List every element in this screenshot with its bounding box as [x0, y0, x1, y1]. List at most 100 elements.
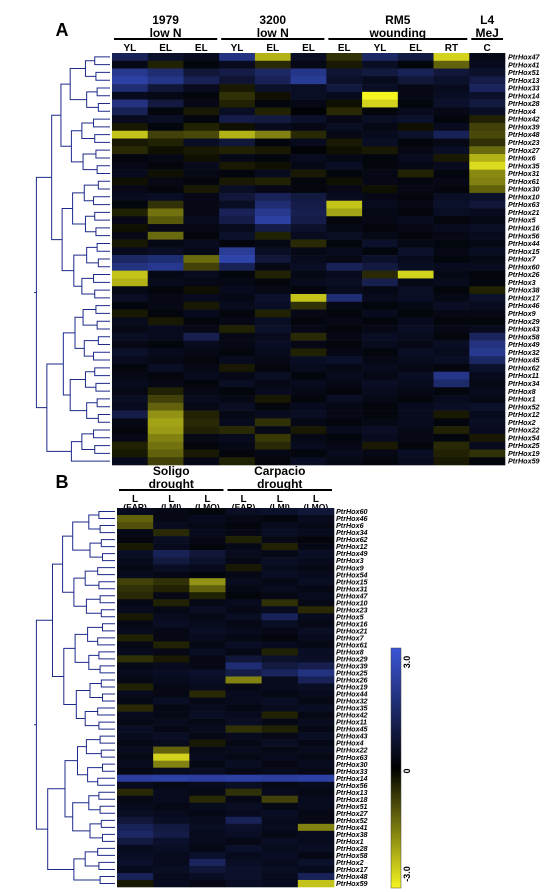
heatmap-cell: [297, 774, 335, 783]
heatmap-cell: [153, 767, 190, 776]
group-label: MeJ: [475, 26, 498, 40]
dendrogram-branch: [63, 647, 77, 706]
heatmap-cell: [469, 379, 506, 388]
heatmap-cell: [147, 457, 184, 466]
heatmap-cell: [326, 130, 363, 139]
heatmap-cell: [112, 262, 149, 271]
heatmap-cell: [254, 418, 291, 427]
dendrogram-branch: [98, 861, 115, 870]
heatmap-cell: [117, 641, 154, 649]
column-label: L: [168, 494, 174, 505]
heatmap-cell: [147, 115, 184, 124]
heatmap-cell: [254, 309, 291, 318]
heatmap-cell: [469, 387, 506, 396]
gene-label: PtrHox21: [336, 626, 368, 635]
heatmap-cell: [433, 91, 470, 100]
heatmap-cell: [362, 293, 399, 303]
dendrogram-branch: [73, 858, 101, 881]
heatmap-cell: [254, 247, 291, 256]
gene-label: PtrHox17: [508, 293, 541, 302]
heatmap-cell: [362, 169, 399, 178]
heatmap-cell: [254, 379, 291, 388]
dendrogram-branch: [64, 760, 78, 818]
heatmap-cell: [326, 84, 363, 93]
column-label: EL: [159, 43, 172, 54]
heatmap-cell: [183, 325, 220, 334]
heatmap-cell: [469, 224, 506, 233]
heatmap-cell: [147, 348, 184, 357]
heatmap-cell: [147, 68, 184, 77]
gene-label: PtrHox62: [508, 363, 540, 372]
heatmap-cell: [469, 410, 506, 419]
heatmap-cell: [397, 293, 434, 303]
heatmap-cell: [362, 138, 399, 147]
heatmap-cell: [297, 872, 335, 881]
dendrogram-branch: [51, 114, 63, 241]
heatmap-cell: [189, 564, 226, 572]
heatmap-cell: [433, 60, 470, 69]
heatmap-cell: [112, 441, 149, 450]
heatmap-cell: [254, 154, 291, 163]
heatmap-cell: [261, 522, 299, 530]
gene-label: PtrHox19: [336, 683, 368, 692]
gene-label: PtrHox34: [508, 379, 540, 388]
heatmap-cell: [433, 84, 470, 93]
gene-label: PtrHox11: [336, 718, 367, 727]
heatmap-cell: [362, 309, 399, 318]
heatmap-cell: [297, 739, 335, 747]
heatmap-cell: [219, 200, 256, 209]
heatmap-cell: [254, 449, 291, 458]
heatmap-cell: [147, 402, 184, 411]
heatmap-cell: [261, 627, 299, 635]
heatmap-cell: [254, 138, 291, 147]
heatmap-cell: [297, 725, 335, 733]
group-label: wounding: [368, 26, 426, 40]
gene-label: PtrHox7: [508, 255, 537, 264]
dendrogram-branch: [94, 289, 110, 299]
heatmap-cell: [189, 872, 226, 881]
heatmap-cell: [290, 84, 327, 93]
heatmap-cell: [117, 788, 154, 797]
heatmap-cell: [290, 278, 327, 287]
heatmap-cell: [153, 655, 190, 663]
gene-label: PtrHox18: [336, 795, 368, 804]
heatmap-cell: [469, 317, 506, 326]
heatmap-cell: [254, 387, 291, 396]
dendrogram-branch: [70, 130, 84, 163]
heatmap-cell: [362, 224, 399, 233]
heatmap-cell: [261, 837, 299, 846]
heatmap-cell: [225, 543, 262, 551]
gene-label: PtrHox34: [336, 528, 368, 537]
heatmap-cell: [326, 192, 363, 201]
gene-label: PtrHox2: [336, 858, 364, 867]
heatmap-cell: [189, 823, 226, 832]
heatmap-cell: [112, 185, 149, 194]
heatmap-cell: [297, 830, 335, 839]
heatmap-cell: [254, 293, 291, 303]
heatmap-cell: [112, 348, 149, 357]
heatmap-cell: [362, 231, 399, 240]
heatmap-cell: [290, 363, 327, 373]
heatmap-cell: [290, 332, 327, 341]
heatmap-cell: [362, 441, 399, 450]
heatmap-cell: [261, 683, 299, 691]
heatmap-cell: [362, 239, 399, 248]
gene-label: PtrHox49: [508, 340, 540, 349]
heatmap-cell: [183, 122, 220, 132]
heatmap-cell: [261, 865, 299, 874]
heatmap-cell: [261, 641, 299, 649]
heatmap-cell: [254, 99, 291, 108]
heatmap-cell: [397, 68, 434, 77]
gene-label: PtrHox27: [508, 146, 541, 155]
heatmap-cell: [189, 662, 226, 670]
heatmap-cell: [433, 457, 470, 466]
heatmap-cell: [290, 192, 327, 201]
heatmap-cell: [219, 379, 256, 388]
column-label: L: [313, 494, 319, 505]
heatmap-cell: [117, 522, 154, 530]
heatmap-cell: [219, 177, 256, 186]
heatmap-cell: [219, 395, 256, 404]
heatmap-cell: [397, 122, 434, 132]
heatmap-cell: [219, 84, 256, 93]
dendrogram-branch: [83, 184, 99, 202]
